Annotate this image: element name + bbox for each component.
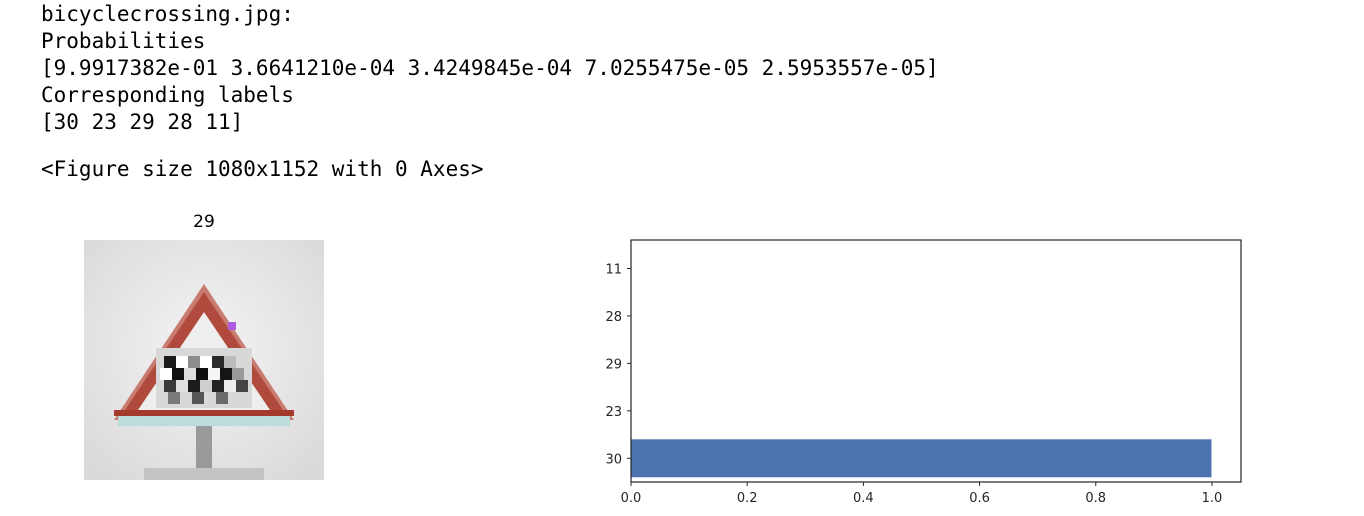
probability-bar-chart: 30 23 29 28 11 0.0 0.2 0.4 0.6 0.8 1.0 [605, 239, 1242, 506]
y-tick-label: 23 [605, 405, 622, 420]
bars-layer [631, 249, 1212, 478]
y-tick-label: 11 [605, 262, 622, 277]
x-tick-label: 0.8 [1085, 491, 1106, 506]
x-axis-ticks: 0.0 0.2 0.4 0.6 0.8 1.0 [621, 482, 1223, 506]
labels-values: [30 23 29 28 11] [41, 110, 244, 134]
x-tick-label: 1.0 [1202, 491, 1223, 506]
x-tick-label: 0.6 [969, 491, 990, 506]
y-tick-label: 30 [605, 452, 622, 467]
filename-line: bicyclecrossing.jpg: [41, 2, 294, 26]
x-tick-label: 0.2 [737, 491, 758, 506]
image-title: 29 [193, 212, 215, 232]
bar-30 [631, 439, 1212, 478]
y-tick-label: 28 [605, 310, 622, 325]
labels-header: Corresponding labels [41, 83, 294, 107]
y-tick-label: 29 [605, 357, 622, 372]
traffic-sign-image [84, 240, 324, 480]
probabilities-values: [9.9917382e-01 3.6641210e-04 3.4249845e-… [41, 56, 939, 80]
probabilities-header: Probabilities [41, 29, 206, 53]
x-tick-label: 0.0 [621, 491, 642, 506]
x-tick-label: 0.4 [853, 491, 874, 506]
y-axis-ticks: 30 23 29 28 11 [605, 262, 631, 467]
figure-size-info: <Figure size 1080x1152 with 0 Axes> [41, 157, 484, 181]
plot-frame [630, 239, 1242, 483]
